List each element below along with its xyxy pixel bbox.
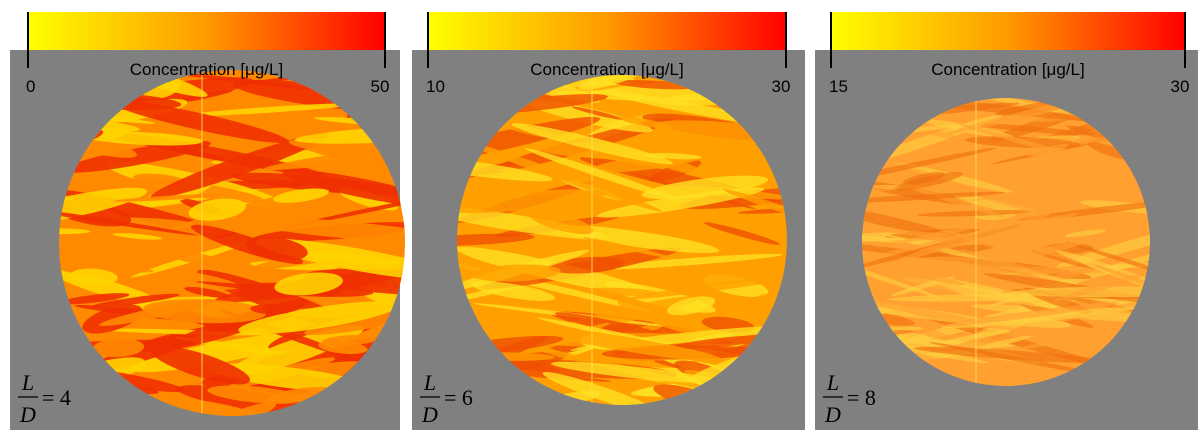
colorbar-tick-label: 50: [371, 77, 390, 96]
ratio-denominator: D: [824, 402, 841, 427]
colorbar-tick-label: 30: [1171, 77, 1190, 96]
colorbar: [831, 12, 1185, 50]
figure: 050Concentration [μg/L]LD= 41030Concentr…: [0, 0, 1201, 430]
ratio-numerator: L: [21, 370, 34, 395]
colorbar-tick-label: 30: [772, 77, 791, 96]
panel: 15 30 Concentration [μg/L] LD= 8: [773, 12, 1201, 430]
colorbar-tick-label: 10: [426, 77, 445, 96]
colorbar: [28, 12, 385, 50]
colorbar-label: Concentration [μg/L]: [130, 60, 283, 79]
ratio-numerator: L: [826, 370, 839, 395]
colorbar-tick-label: 15: [829, 77, 848, 96]
colorbar: [428, 12, 786, 50]
colorbar-label: Concentration [μg/L]: [530, 60, 683, 79]
ratio-value: = 8: [847, 385, 876, 410]
ratio-numerator: L: [423, 370, 436, 395]
ratio-value: = 4: [42, 385, 71, 410]
ratio-denominator: D: [19, 402, 36, 427]
ratio-value: = 6: [444, 385, 473, 410]
colorbar-label: Concentration [μg/L]: [931, 60, 1084, 79]
colorbar-tick-label: 0: [26, 77, 35, 96]
ratio-denominator: D: [421, 402, 438, 427]
